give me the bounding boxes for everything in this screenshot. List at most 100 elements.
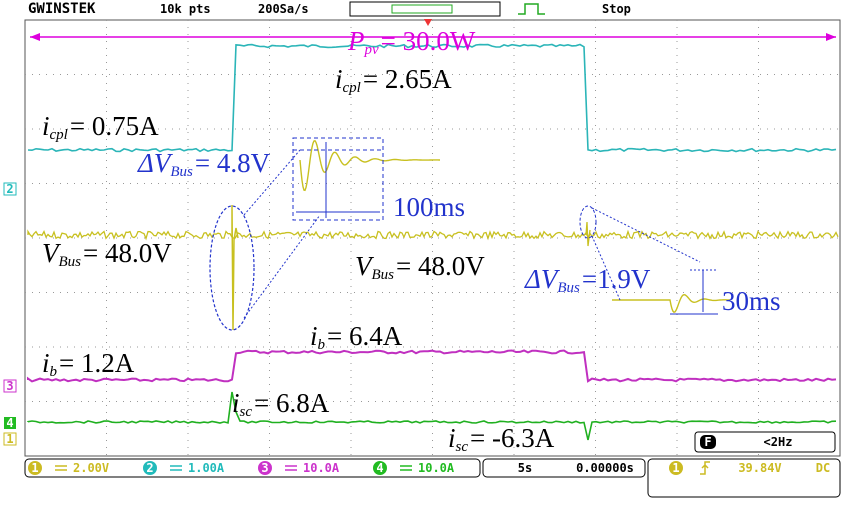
annotation-value: = 48.0V [83,238,172,268]
channel-icon [373,461,387,475]
annotation-subscript: Bus [372,267,395,283]
annotation-value: = 4.8V [195,148,271,178]
annotation-value: = 6.8A [254,388,330,418]
coupling-icon [400,465,412,471]
ch3-marker [3,379,17,393]
timebase-box [482,458,646,478]
annotation-symbol: ΔV [524,264,561,294]
channel-scale: 2.00V [73,461,109,475]
channel-icon [258,461,272,475]
ch1-marker [3,432,17,446]
annotation-subscript: sc [456,439,469,455]
annotation-symbol: V [355,251,375,281]
annotation: 100ms [393,192,465,222]
annotation-symbol: i [310,321,318,351]
ch4-marker [4,417,16,429]
annotation-symbol: i [335,64,343,94]
filter-icon [700,435,716,449]
trace-ch1-dip [585,221,591,247]
annotation-value: = 48.0V [396,251,485,281]
ch3-marker-label: 3 [6,379,13,393]
memory-window [391,4,453,14]
ch4-marker-label: 4 [6,416,13,430]
record-length: 10k pts [160,2,211,16]
coupling-icon [285,465,297,471]
annotation: ib= 1.2A [42,348,135,380]
annotation-subscript: Bus [557,280,580,296]
annotation: Ppv= 30.0W [347,26,476,58]
ch2-marker-label: 2 [6,182,13,196]
zoom-box [292,137,384,221]
annotation-value: 30ms [722,286,781,316]
coupling-icon [170,465,182,471]
filter-value: <2Hz [764,435,793,449]
annotation: icpl= 2.65A [335,64,452,96]
annotation-subscript: Bus [59,254,82,270]
trace-ch4 [27,391,837,441]
annotation: VBus= 48.0V [42,238,172,270]
annotation: ΔVBus= 4.8V [137,148,271,180]
coupling-icon [55,465,67,471]
annotation: ib= 6.4A [310,321,403,353]
filter-icon-label: F [704,435,711,449]
annotation-subscript: cpl [50,127,68,143]
annotation: isc= -6.3A [448,423,555,455]
channel-id: 1 [31,461,38,475]
annotation-symbol: i [232,388,240,418]
annotation: ΔVBus=1.9V [524,264,651,296]
annotation-value: = 2.65A [363,64,452,94]
trigger-level: 39.84V [738,461,781,475]
channel-id: 3 [261,461,268,475]
trigger-channel-icon [669,461,683,475]
trigger-coupling: DC [816,461,830,475]
annotation: VBus= 48.0V [355,251,485,283]
channel-markers: 2 3 4 1 [3,182,17,446]
annotation-value: = -6.3A [470,423,555,453]
channel-id: 4 [376,461,383,475]
time-position: 0.00000s [576,461,634,475]
channel-id: 2 [146,461,153,475]
annotation-value: =1.9V [582,264,651,294]
run-state: Stop [602,2,631,16]
channel-scale: 10.0A [303,461,340,475]
ch1-marker-label: 1 [6,432,13,446]
channel-scale: 10.0A [418,461,455,475]
annotation-value: = 0.75A [70,111,159,141]
trigger-edge-icon [700,461,710,475]
annotation-value: = 1.2A [59,348,135,378]
trigger-channel: 1 [672,461,679,475]
annotation-symbol: V [42,238,62,268]
annotation-symbol: i [42,348,50,378]
zoom-line [243,214,321,319]
traces [27,43,839,441]
annotation-value: = 30.0W [381,26,476,56]
annotation: icpl= 0.75A [42,111,159,143]
annotation-subscript: pv [364,42,380,58]
channel-icon [143,461,157,475]
brand: GWINSTEK [28,1,96,17]
channel-scales: 1 2.00V 2 1.00A 3 10.0A 4 10.0A [28,461,455,475]
ch2-marker [3,182,17,196]
trace-ch1 [27,229,839,241]
memory-bar [349,1,501,17]
annotation: isc= 6.8A [232,388,330,420]
grid [25,20,840,456]
annotation-subscript: sc [240,404,253,420]
trace-ch3 [27,349,837,383]
zoom-trace [612,293,731,313]
sample-rate: 200Sa/s [258,2,309,16]
time-scale: 5s [518,461,532,475]
annotation-subscript: cpl [343,80,361,96]
trigger-position-marker [424,19,432,26]
zoom-line [591,207,701,263]
channel-scale: 1.00A [188,461,225,475]
annotation-subscript: b [318,337,326,353]
trace-ch1-spike [231,204,239,331]
trace-ch2 [27,43,837,153]
annotation-subscript: Bus [170,164,193,180]
zoom-ellipse [579,205,597,239]
channel-icon [28,461,42,475]
annotation: 30ms [722,286,781,316]
zoom-ellipse [209,205,255,331]
